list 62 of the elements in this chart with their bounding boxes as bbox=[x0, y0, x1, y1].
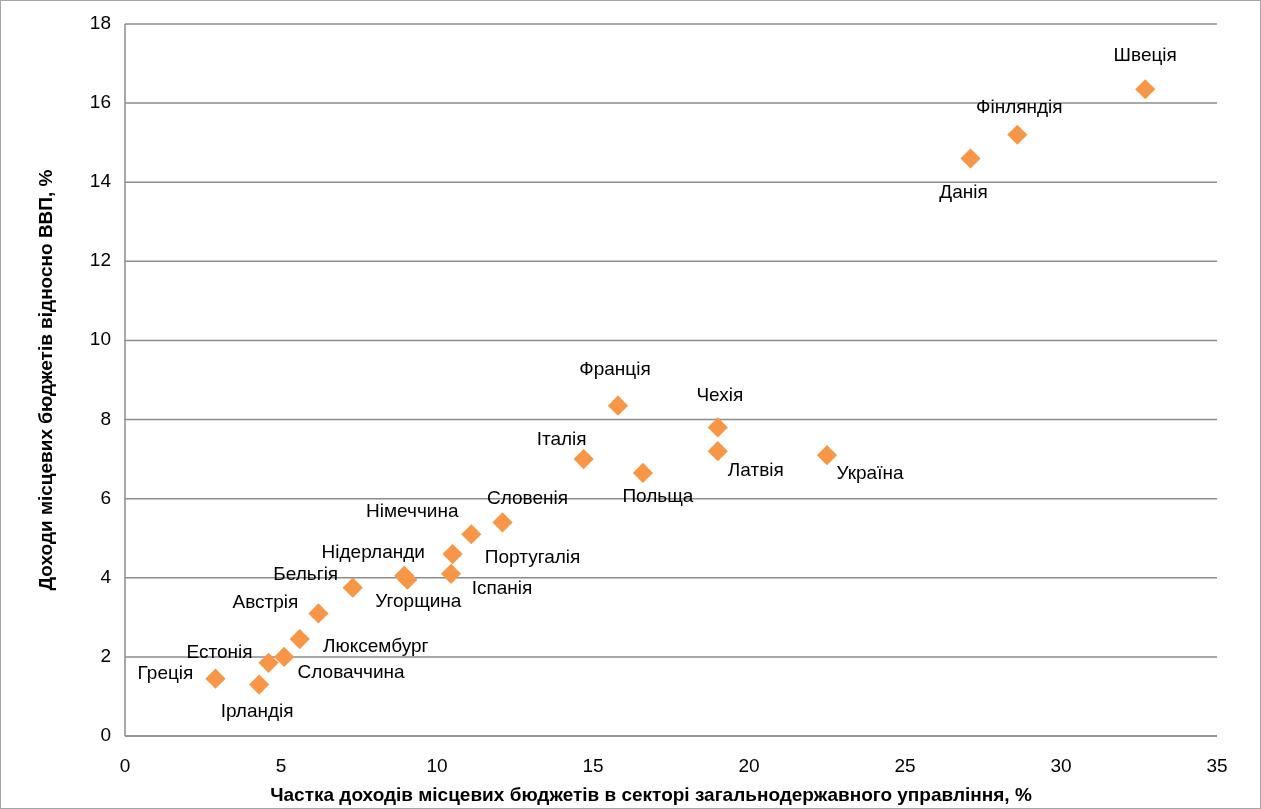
annotation: Німеччина bbox=[366, 500, 459, 522]
point bbox=[289, 628, 310, 650]
x-tick-label: 25 bbox=[894, 755, 916, 776]
point bbox=[707, 417, 728, 438]
point bbox=[249, 674, 270, 695]
annotation: Швеція bbox=[1113, 44, 1177, 66]
y-tick-label: 6 bbox=[100, 486, 111, 508]
x-tick-label: 15 bbox=[582, 755, 604, 776]
x-tick-label: 10 bbox=[426, 755, 448, 776]
point bbox=[461, 524, 482, 545]
annotation: Данія bbox=[939, 180, 988, 202]
annotation: Нідерланди bbox=[321, 540, 425, 562]
y-tick-label: 10 bbox=[89, 328, 111, 350]
annotation: Ірландія bbox=[220, 699, 294, 721]
point bbox=[442, 543, 463, 565]
annotation: Португалія bbox=[484, 546, 581, 568]
x-tick-label: 35 bbox=[1206, 755, 1228, 776]
point bbox=[816, 445, 838, 466]
annotation: Словаччина bbox=[297, 660, 406, 682]
point bbox=[258, 652, 279, 673]
point bbox=[274, 646, 295, 667]
annotation: Франція bbox=[579, 357, 651, 379]
x-tick-label: 5 bbox=[275, 755, 287, 776]
annotation: Фінляндія bbox=[976, 95, 1063, 117]
y-tick-label: 16 bbox=[89, 91, 111, 113]
point bbox=[632, 462, 654, 484]
annotation: Словенія bbox=[487, 487, 569, 509]
point bbox=[492, 512, 513, 533]
point bbox=[607, 395, 629, 416]
point bbox=[573, 449, 594, 470]
point bbox=[707, 441, 728, 462]
annotation: Естонія bbox=[186, 640, 253, 662]
annotation: Бельгія bbox=[273, 562, 339, 584]
point bbox=[205, 668, 226, 689]
annotation: Україна bbox=[836, 462, 904, 484]
annotation: Люксембург bbox=[323, 635, 429, 657]
y-tick-label: 8 bbox=[100, 407, 111, 429]
annotation: Угорщина bbox=[375, 589, 462, 611]
annotation: Латвія bbox=[727, 459, 784, 481]
annotation: Іспанія bbox=[471, 576, 533, 598]
point bbox=[960, 148, 981, 169]
x-tick-label: 20 bbox=[738, 755, 760, 776]
y-tick-label: 2 bbox=[100, 644, 111, 666]
point bbox=[1007, 124, 1028, 145]
y-axis-title: Доходи місцевих бюджетів відносно ВВП, % bbox=[35, 169, 56, 591]
x-tick-label: 30 bbox=[1050, 755, 1072, 776]
x-tick-label: 0 bbox=[119, 755, 131, 776]
annotation: Чехія bbox=[696, 384, 744, 406]
y-tick-label: 18 bbox=[89, 12, 111, 34]
y-tick-label: 14 bbox=[89, 170, 112, 192]
annotation: Греція bbox=[137, 661, 194, 683]
point bbox=[342, 577, 363, 598]
annotation: Польща bbox=[622, 484, 694, 506]
annotation: Австрія bbox=[232, 591, 299, 613]
point bbox=[308, 603, 329, 624]
annotation: Італія bbox=[536, 428, 587, 450]
x-axis-title: Частка доходів місцевих бюджетів в секторі загальнодержавного управління, % bbox=[270, 784, 1032, 805]
y-tick-label: 12 bbox=[89, 249, 111, 271]
point bbox=[1135, 79, 1156, 100]
point bbox=[440, 563, 462, 584]
y-tick-label: 0 bbox=[100, 724, 111, 746]
y-tick-label: 4 bbox=[100, 565, 112, 587]
